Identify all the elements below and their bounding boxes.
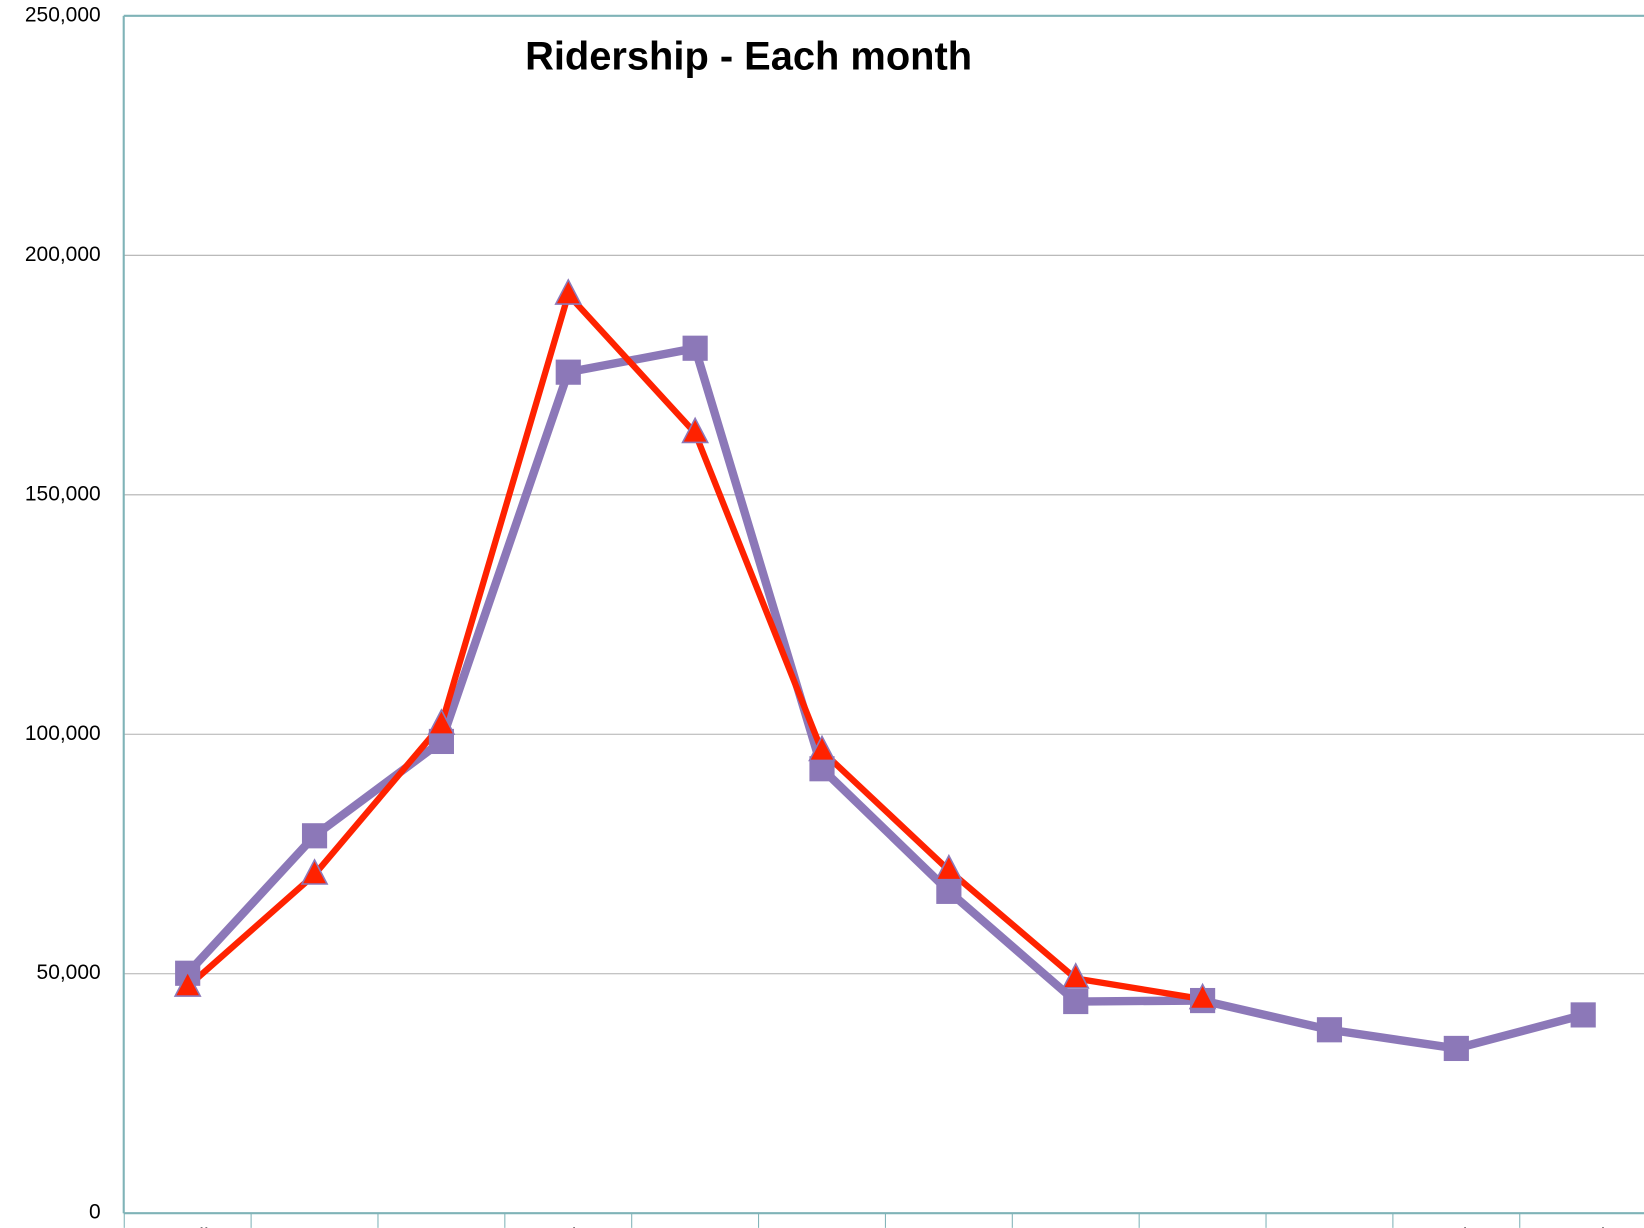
square-marker xyxy=(555,359,581,385)
triangle-marker xyxy=(1188,982,1217,1010)
triangle-marker xyxy=(427,708,456,735)
y-tick-label: 250,000 xyxy=(25,3,101,26)
y-tick-label: 50,000 xyxy=(37,961,101,984)
square-marker xyxy=(1570,1002,1596,1028)
x-tick-label: July xyxy=(550,1225,588,1228)
square-marker xyxy=(682,335,708,361)
square-marker xyxy=(1443,1035,1469,1062)
triangle-marker xyxy=(173,970,202,997)
y-tick-label: 150,000 xyxy=(25,482,101,505)
triangle-marker xyxy=(300,858,329,885)
series-line xyxy=(184,344,1585,1053)
triangle-marker xyxy=(808,734,836,762)
x-tick-label: May xyxy=(295,1225,335,1228)
x-tick-label: Jan xyxy=(1313,1225,1347,1228)
y-tick-label: 200,000 xyxy=(25,243,101,266)
triangle-marker xyxy=(934,853,963,881)
x-tick-label: August xyxy=(663,1225,728,1228)
square-marker xyxy=(1316,1017,1343,1043)
x-tick-label: April xyxy=(167,1225,209,1228)
triangle-marker xyxy=(554,278,583,305)
x-tick-label: Nov xyxy=(1057,1225,1095,1228)
triangle-marker xyxy=(1061,962,1090,989)
x-tick-label: March xyxy=(1554,1225,1612,1228)
triangle-marker xyxy=(681,416,710,444)
y-tick-label: 0 xyxy=(89,1201,101,1224)
x-tick-label: June xyxy=(419,1225,464,1228)
square-marker xyxy=(301,823,328,849)
x-tick-label: Oct xyxy=(933,1225,966,1228)
y-tick-label: 100,000 xyxy=(25,722,101,745)
x-tick-label: Sept xyxy=(800,1225,843,1228)
x-tick-label: Feb xyxy=(1438,1225,1474,1228)
x-tick-label: Dec xyxy=(1184,1225,1221,1228)
chart-title: Ridership - Each month xyxy=(525,34,972,78)
square-marker xyxy=(936,878,962,904)
square-marker xyxy=(1063,988,1089,1015)
